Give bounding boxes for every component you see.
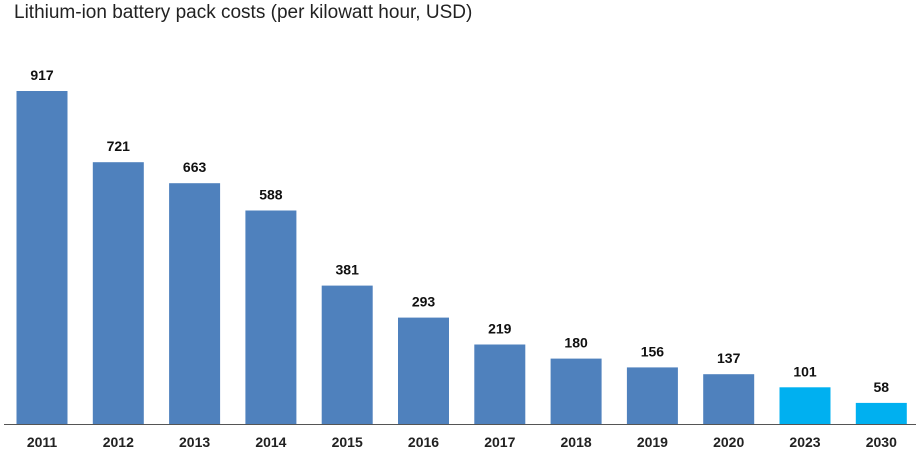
x-tick-label-2020: 2020 — [713, 434, 744, 450]
value-label-2019: 156 — [641, 343, 665, 359]
bar-2012 — [92, 162, 144, 424]
bar-2017 — [474, 344, 526, 424]
x-tick-label-2017: 2017 — [484, 434, 515, 450]
x-tick-label-2014: 2014 — [255, 434, 286, 450]
x-tick-label-2030: 2030 — [866, 434, 897, 450]
bar-2013 — [169, 183, 221, 424]
x-tick-label-2015: 2015 — [332, 434, 363, 450]
value-label-2012: 721 — [107, 138, 131, 154]
x-tick-label-2018: 2018 — [561, 434, 592, 450]
value-label-2017: 219 — [488, 321, 512, 337]
value-label-2014: 588 — [259, 187, 283, 203]
bar-2020 — [703, 374, 755, 424]
value-label-2023: 101 — [793, 363, 817, 379]
value-label-2015: 381 — [336, 262, 360, 278]
bar-2023 — [779, 387, 831, 424]
bar-2011 — [16, 91, 68, 424]
value-label-2030: 58 — [874, 379, 890, 395]
bar-2015 — [321, 285, 373, 424]
x-tick-label-2019: 2019 — [637, 434, 668, 450]
bar-2019 — [626, 367, 678, 424]
bar-2030 — [855, 402, 907, 424]
x-tick-label-2011: 2011 — [27, 434, 58, 450]
bars-layer — [16, 91, 907, 424]
chart-title: Lithium-ion battery pack costs (per kilo… — [14, 2, 473, 23]
x-tick-label-2016: 2016 — [408, 434, 439, 450]
value-label-2016: 293 — [412, 294, 436, 310]
value-label-2011: 917 — [30, 67, 54, 83]
x-tick-label-2013: 2013 — [179, 434, 210, 450]
bar-2016 — [398, 317, 449, 424]
value-label-2018: 180 — [564, 335, 588, 351]
bar-2014 — [245, 210, 297, 424]
x-tick-label-2023: 2023 — [789, 434, 820, 450]
value-label-2020: 137 — [717, 350, 741, 366]
bar-2018 — [550, 358, 602, 424]
x-tick-labels-layer: 2011 2012 2013 2014 2015 2016 2017 2018 2019 2020… — [27, 434, 897, 450]
value-labels-layer: 917 721 663 588 381 293 219 180 156 137 101 58 — [30, 67, 889, 395]
value-label-2013: 663 — [183, 159, 207, 175]
x-tick-label-2012: 2012 — [103, 434, 134, 450]
